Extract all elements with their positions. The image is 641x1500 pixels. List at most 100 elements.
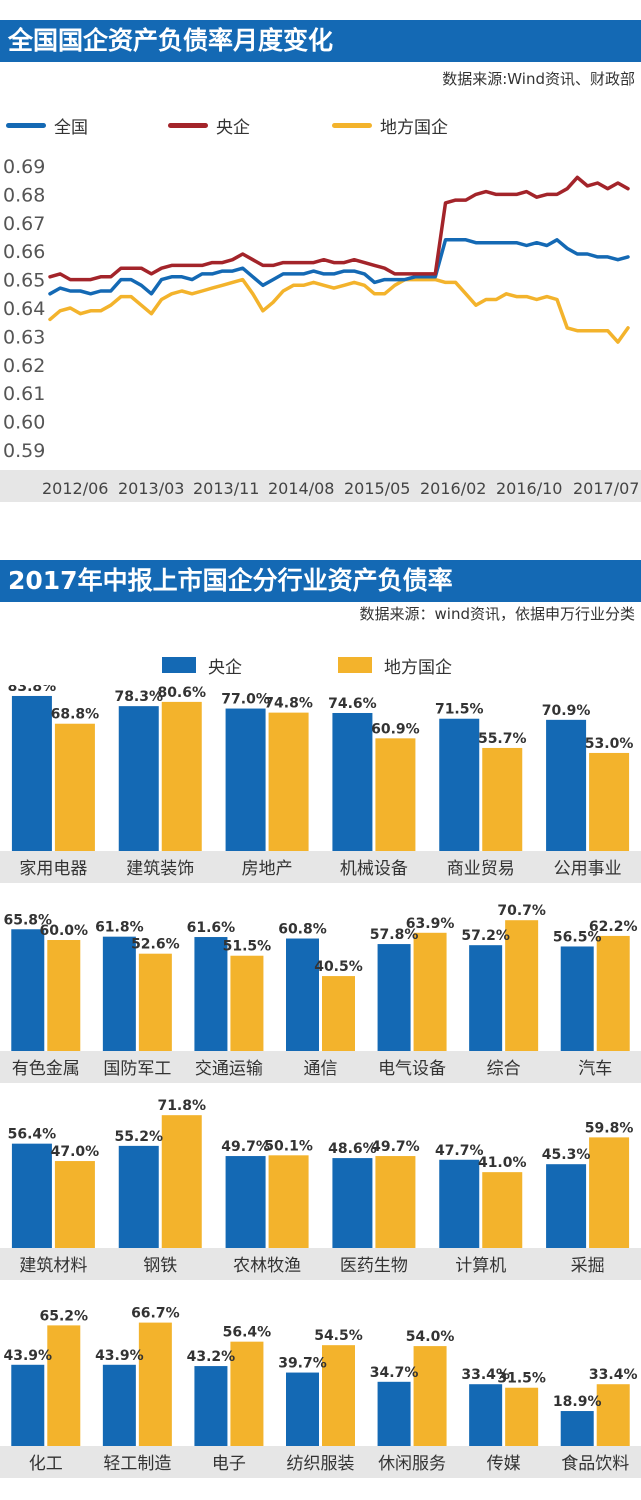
bar-local: [482, 747, 523, 851]
bar-local: [413, 1346, 447, 1446]
y-tick-label: 0.63: [3, 326, 45, 348]
category-label: 机械设备: [340, 859, 408, 879]
bar-central: [286, 938, 319, 1051]
value-label-local: 68.8%: [51, 707, 100, 723]
value-label-local: 70.7%: [497, 903, 546, 919]
value-label-central: 18.9%: [553, 1394, 602, 1410]
line-chart-source: 数据来源:Wind资讯、财政部: [442, 70, 635, 88]
legend-label-national: 全国: [54, 117, 88, 138]
bar-central: [469, 945, 503, 1051]
value-label-central: 47.7%: [435, 1143, 484, 1159]
legend-swatch-local-bar: [338, 657, 372, 673]
category-label: 采掘: [571, 1256, 605, 1276]
value-label-local: 59.8%: [585, 1120, 634, 1136]
bar-local: [268, 1155, 309, 1248]
bar-central: [439, 1159, 480, 1248]
bar-central: [11, 1143, 52, 1248]
bar-central: [377, 1381, 411, 1446]
category-label: 轻工制造: [103, 1454, 171, 1474]
bar-chart-title: 2017年中报上市国企分行业资产负债率: [0, 560, 641, 602]
line-chart-title: 全国国企资产负债率月度变化: [0, 20, 641, 62]
value-label-central: 48.6%: [328, 1141, 377, 1157]
category-label: 化工: [29, 1454, 63, 1474]
bar-panel-2: 65.8%60.0% 有色金属 61.8%52.6% 国防军工 61.6% 51.5% 交通…: [0, 903, 641, 1083]
category-label: 食品饮料: [561, 1454, 629, 1474]
series-line-national: [48, 238, 630, 296]
x-tick-label: 2014/08: [268, 479, 334, 498]
value-label-central: 55.2%: [114, 1129, 163, 1145]
value-label-local: 63.9%: [406, 916, 455, 932]
value-label-local: 40.5%: [314, 959, 363, 975]
bar-central: [286, 1372, 319, 1446]
legend-label-central: 央企: [216, 117, 250, 138]
bar-local: [54, 723, 95, 851]
category-label: 汽车: [578, 1059, 612, 1079]
y-tick-label: 0.59: [3, 440, 45, 462]
category-label: 建筑材料: [19, 1256, 87, 1276]
value-label-central: 39.7%: [278, 1356, 327, 1372]
value-label-local: 31.5%: [497, 1371, 546, 1387]
category-label: 国防军工: [103, 1059, 171, 1079]
value-label-local: 71.8%: [157, 1098, 206, 1114]
value-label-central: 34.7%: [370, 1365, 419, 1381]
bar-central: [11, 695, 52, 851]
value-label-local: 50.1%: [264, 1138, 313, 1154]
series-line-central: [48, 175, 630, 282]
bar-central: [469, 1384, 503, 1446]
value-label-central: 78.3%: [114, 689, 163, 705]
category-label: 房地产: [242, 859, 293, 879]
bar-central: [546, 1164, 587, 1248]
legend-swatch-central-bar: [162, 657, 196, 673]
value-label-central: 71.5%: [435, 702, 484, 718]
value-label-central: 61.6%: [187, 920, 236, 936]
bar-central: [102, 936, 136, 1051]
value-label-central: 57.2%: [461, 928, 510, 944]
bar-local: [375, 738, 416, 851]
value-label-local: 56.4%: [223, 1325, 272, 1341]
bar-panel-1: 83.8% 68.8% 家用电器 78.3%80.6% 建筑装饰 77.0%74.8% 房地…: [0, 685, 641, 883]
bar-local: [322, 976, 355, 1051]
category-band: [0, 1051, 641, 1083]
bar-local: [54, 1161, 95, 1248]
value-label-central: 61.8%: [95, 920, 144, 936]
value-label-central: 43.9%: [95, 1348, 144, 1364]
legend-item-local: 地方国企: [332, 113, 448, 138]
bar-central: [194, 937, 228, 1051]
bar-local: [589, 1137, 630, 1248]
x-tick-label: 2015/05: [344, 479, 410, 498]
category-label: 休闲服务: [378, 1454, 446, 1474]
category-label: 传媒: [487, 1454, 521, 1474]
category-label: 有色金属: [12, 1059, 80, 1079]
value-label-central: 83.8%: [8, 685, 57, 695]
bar-local: [161, 701, 202, 851]
value-label-local: 54.0%: [406, 1329, 455, 1345]
bar-local: [47, 1325, 81, 1446]
bar-central: [118, 1145, 159, 1248]
value-label-local: 62.2%: [589, 919, 638, 935]
bar-local: [413, 932, 447, 1051]
line-chart: 0.69 0.68 0.67 0.66 0.65 0.64 0.63 0.62 0.61 0.60…: [0, 156, 641, 502]
category-label: 建筑装饰: [126, 859, 194, 879]
value-label-local: 60.0%: [39, 923, 88, 939]
value-label-central: 77.0%: [221, 692, 270, 708]
y-tick-label: 0.62: [3, 355, 45, 377]
y-tick-label: 0.69: [3, 156, 45, 178]
category-label: 家用电器: [19, 859, 87, 879]
value-label-central: 33.4%: [461, 1367, 510, 1383]
category-label: 电子: [212, 1454, 246, 1474]
value-label-local: 54.5%: [314, 1328, 363, 1344]
category-label: 通信: [304, 1059, 338, 1079]
y-tick-label: 0.60: [3, 412, 45, 434]
y-tick-label: 0.64: [3, 298, 45, 320]
bar-local: [138, 1322, 172, 1446]
category-label: 钢铁: [143, 1256, 177, 1276]
value-label-local: 33.4%: [589, 1367, 638, 1383]
bar-local: [161, 1115, 202, 1248]
bar-central: [546, 719, 587, 851]
legend-swatch-local: [332, 122, 372, 128]
bar-central: [377, 944, 411, 1051]
bar-panel-3: 56.4%47.0%建筑材料55.2%71.8%钢铁49.7%50.1%农林牧渔…: [0, 1098, 641, 1280]
value-label-local: 66.7%: [131, 1306, 180, 1322]
category-label: 医药生物: [340, 1256, 408, 1276]
series-line-local: [48, 277, 630, 344]
